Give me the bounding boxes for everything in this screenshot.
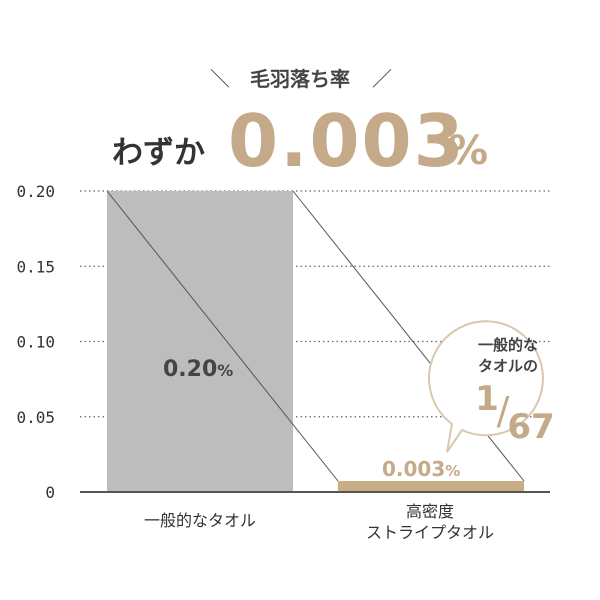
connector-line-left [106, 190, 339, 482]
y-tick-label: 0.15 [16, 257, 55, 276]
bubble-shape [428, 320, 544, 453]
lead-text: わずか [112, 135, 205, 171]
bubble-numerator: 1 [475, 379, 499, 419]
big-unit: % [448, 128, 488, 174]
bubble-denominator: 67 [507, 407, 554, 447]
y-tick-labels: 0.20 0.15 0.10 0.05 0 [16, 182, 55, 502]
category-label-general: 一般的なタオル [144, 511, 256, 530]
bar-value-label-general: 0.20% [163, 357, 233, 382]
bar-striped [338, 481, 524, 492]
bar-unit-general: % [217, 361, 233, 380]
bar-general [107, 191, 293, 492]
bubble-line1: 一般的な [478, 336, 538, 354]
bar-value-general: 0.20 [163, 357, 217, 382]
y-tick-label: 0.20 [16, 182, 55, 201]
chart-subtitle: 毛羽落ち率 [250, 67, 350, 91]
ratio-bubble: 一般的な タオルの 1 / 67 [428, 320, 555, 453]
bars [107, 191, 524, 492]
bubble-slash: / [497, 389, 510, 433]
y-tick-label: 0.10 [16, 333, 55, 352]
category-label-striped-line2: ストライプタオル [366, 523, 494, 542]
chart-header: ＼ 毛羽落ち率 ／ わずか 0.003 % [112, 67, 488, 183]
category-label-striped-line1: 高密度 [406, 502, 454, 521]
bubble-line2: タオルの [478, 357, 538, 375]
bar-value-striped: 0.003 [382, 457, 445, 481]
bar-value-label-striped: 0.003% [382, 457, 460, 481]
y-tick-label: 0 [45, 483, 55, 502]
y-tick-label: 0.05 [16, 408, 55, 427]
x-tick-labels: 一般的なタオル 高密度 ストライプタオル [144, 502, 494, 542]
big-value: 0.003 [228, 99, 466, 183]
subtitle-slash-left: ＼ [210, 67, 230, 91]
bar-unit-striped: % [445, 462, 460, 480]
subtitle-slash-right: ／ [372, 67, 392, 91]
